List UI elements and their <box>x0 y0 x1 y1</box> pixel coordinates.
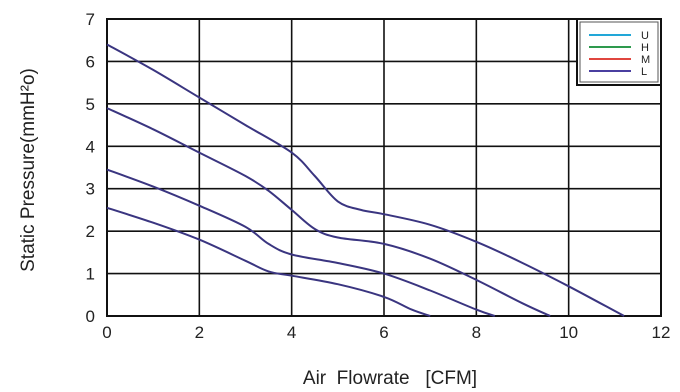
x-tick-label: 4 <box>287 323 296 342</box>
chart-grid <box>106 18 662 317</box>
legend-label-u: U <box>641 30 649 42</box>
series-line-4 <box>106 206 431 317</box>
y-tick-label: 3 <box>86 180 95 199</box>
y-tick-label: 7 <box>86 10 95 29</box>
x-tick-label: 6 <box>379 323 388 342</box>
y-axis-label: Static Pressure(mmH²o) <box>18 68 39 272</box>
x-tick-label: 8 <box>472 323 481 342</box>
series-line-2 <box>106 107 551 317</box>
x-tick-label: 10 <box>559 323 578 342</box>
x-tick-label: 2 <box>195 323 204 342</box>
legend-inner-frame <box>579 21 659 83</box>
x-tick-label: 0 <box>102 323 111 342</box>
y-tick-label: 0 <box>86 307 95 326</box>
x-axis-label: Air Flowrate [CFM] <box>303 368 477 389</box>
legend-label-l: L <box>641 66 647 78</box>
y-tick-label: 6 <box>86 52 95 71</box>
chart-series <box>106 43 625 317</box>
y-tick-label: 4 <box>86 137 95 156</box>
legend-box <box>576 18 662 86</box>
y-tick-label: 2 <box>86 222 95 241</box>
series-line-1 <box>106 43 625 317</box>
y-tick-label: 1 <box>86 265 95 284</box>
y-tick-label: 5 <box>86 95 95 114</box>
series-line-3 <box>106 168 496 317</box>
legend-label-m: M <box>641 54 650 66</box>
x-tick-label: 12 <box>652 323 671 342</box>
legend-label-h: H <box>641 42 649 54</box>
plot-frame <box>106 18 662 317</box>
